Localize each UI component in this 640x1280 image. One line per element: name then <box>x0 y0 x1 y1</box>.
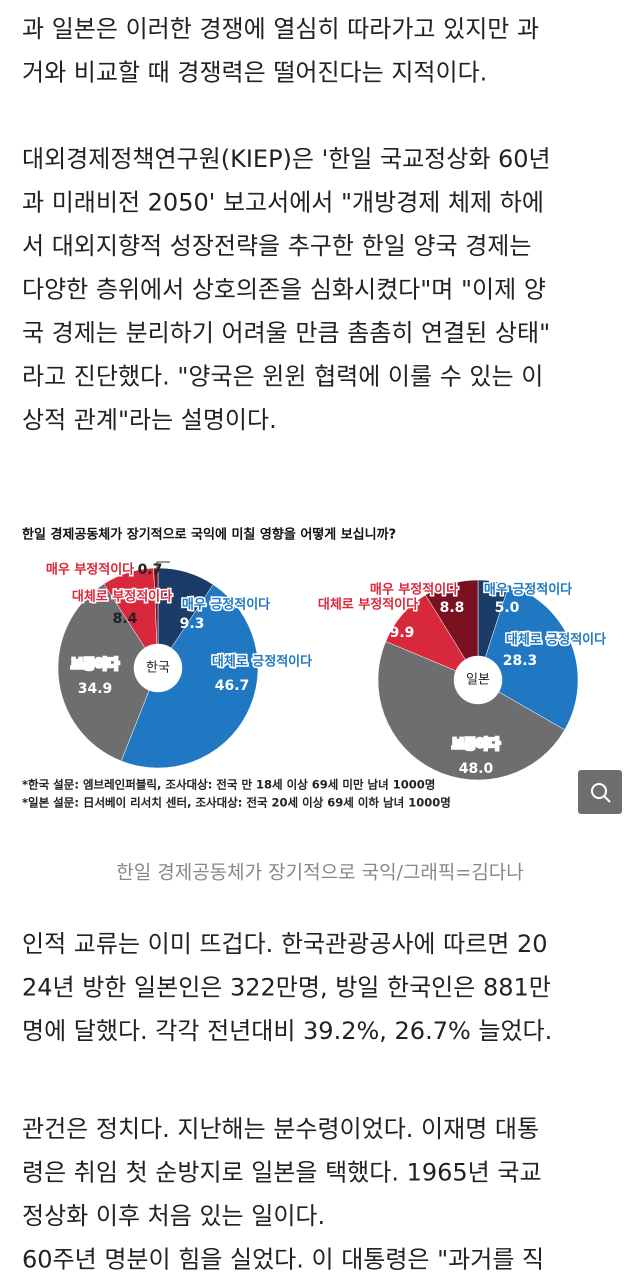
slice-name: 대체로 긍정적이다 <box>212 654 312 670</box>
body-text-line: 대외경제정책연구원(KIEP)은 '한일 국교정상화 60년 <box>22 145 551 173</box>
body-text-line: 인적 교류는 이미 뜨겁다. 한국관광공사에 따르면 20 <box>22 930 548 958</box>
zoom-icon[interactable] <box>591 783 607 799</box>
zoom-button[interactable] <box>578 770 622 814</box>
body-text-line: 령은 취임 첫 순방지로 일본을 택했다. 1965년 국교 <box>22 1159 542 1187</box>
body-text-line: 과 일본은 이러한 경쟁에 열심히 따라가고 있지만 과 <box>22 15 539 43</box>
figure-title: 한일 경제공동체가 장기적으로 국익에 미칠 영향을 어떻게 보십니까? <box>22 527 396 543</box>
slice-value: 48.0 <box>459 761 494 777</box>
slice-value: 28.3 <box>503 653 538 669</box>
pie-slice <box>120 584 259 769</box>
body-text-line: 서 대외지향적 성장전략을 추구한 한일 양국 경제는 <box>22 232 531 260</box>
slice-name: 대체로 긍정적이다 <box>506 632 606 648</box>
body-text-line: 관건은 정치다. 지난해는 분수령이었다. 이재명 대통 <box>22 1115 539 1143</box>
slice-name: 매우 긍정적이다 <box>182 597 270 613</box>
center-label: 한국 <box>146 661 170 676</box>
zoom-icon[interactable] <box>603 795 611 803</box>
donut-hole <box>454 656 502 704</box>
leader-line <box>156 561 170 568</box>
slice-value: 34.9 <box>78 681 113 697</box>
body-text-line: 24년 방한 일본인은 322만명, 방일 한국인은 881만 <box>22 974 551 1002</box>
body-text-line: 라고 진단했다. "양국은 윈윈 협력에 이룰 수 있는 이 <box>22 363 543 391</box>
donut-hole <box>134 644 182 692</box>
zoom-button-bg[interactable] <box>578 770 622 814</box>
center-label: 일본 <box>466 673 490 688</box>
figure-note: *한국 설문: 엠브레인퍼블릭, 조사대상: 전국 만 18세 이상 69세 미… <box>22 778 435 792</box>
slice-value: 8.8 <box>440 600 465 616</box>
figure-note: *일본 설문: 日서베이 리서치 센터, 조사대상: 전국 20세 이상 69세… <box>22 796 451 810</box>
slice-value: 5.0 <box>495 600 520 616</box>
slice-name: 매우 긍정적이다 <box>484 582 572 598</box>
slice-value: 8.4 <box>113 611 138 627</box>
slice-name: 매우 부정적이다 <box>46 562 134 578</box>
slice-name: 대체로 부정적이다 <box>318 597 418 613</box>
slice-value: 46.7 <box>215 678 250 694</box>
slice-name: 보통이다 <box>71 657 119 673</box>
body-text-line: 다양한 층위에서 상호의존을 심화시켰다"며 "이제 양 <box>22 276 546 304</box>
body-text-line: 거와 비교할 때 경쟁력은 떨어진다는 지적이다. <box>22 59 487 87</box>
body-text-line: 과 미래비전 2050' 보고서에서 "개방경제 체제 하에 <box>22 189 544 217</box>
body-text-line: 명에 달했다. 각각 전년대비 39.2%, 26.7% 늘었다. <box>22 1017 552 1045</box>
figure-caption: 한일 경제공동체가 장기적으로 국익/그래픽=김다나 <box>116 862 524 884</box>
body-text-line: 상적 관계"라는 설명이다. <box>22 406 277 434</box>
body-text-line: 정상화 이후 처음 있는 일이다. <box>22 1202 325 1230</box>
slice-value: 9.9 <box>390 625 415 641</box>
slice-name: 보통이다 <box>452 737 500 753</box>
body-text-line: 60주년 명분이 힘을 실었다. 이 대통령은 "과거를 직 <box>22 1246 544 1274</box>
slice-name: 매우 부정적이다 <box>370 582 458 598</box>
body-text-line: 국 경제는 분리하기 어려울 만큼 촘촘히 연결된 상태" <box>22 319 550 347</box>
slice-value: 0.7 <box>138 562 163 578</box>
slice-name: 대체로 부정적이다 <box>72 589 172 605</box>
slice-value: 9.3 <box>180 616 205 632</box>
